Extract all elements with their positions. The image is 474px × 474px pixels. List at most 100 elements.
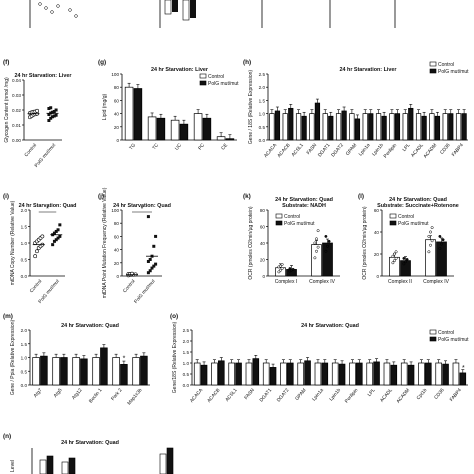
x-tick-label: DGAT1 [317, 142, 332, 158]
x-tick-label: FASN [306, 142, 319, 156]
data-point [440, 242, 443, 246]
x-tick-label: Control [23, 142, 38, 158]
x-tick-label: LPL [367, 387, 377, 398]
data-point [54, 108, 58, 112]
panel-n: (n) 24 hr Starvation: Quad Level [3, 433, 174, 474]
x-tick-label: Lpin1b [328, 387, 342, 402]
bar [262, 362, 270, 386]
bar [133, 88, 143, 141]
data-point [313, 256, 317, 260]
data-point [429, 230, 432, 234]
bar [341, 110, 347, 141]
data-point [38, 2, 42, 6]
data-point [146, 259, 150, 263]
bar [301, 115, 307, 141]
data-point [49, 116, 53, 120]
data-point [405, 258, 409, 261]
x-tick-label: Lpin1a [358, 142, 372, 157]
y-tick-label: 0.00 [12, 138, 21, 143]
x-tick-label: DGAT2 [330, 142, 345, 158]
legend-label: PolG mut/mut [398, 221, 429, 227]
y-tick-label: 80 [114, 85, 120, 90]
data-point [52, 110, 56, 113]
data-point [47, 113, 51, 116]
legend-swatch [389, 213, 397, 219]
bar [211, 362, 218, 386]
data-point [327, 239, 331, 243]
bar [322, 113, 328, 141]
chart-subtitle: Substrate: Succinate+Rotenone [377, 203, 459, 209]
data-point [316, 245, 320, 249]
data-point [146, 271, 150, 275]
y-axis-title: Gene / 18S (Relative Expression) [248, 70, 254, 145]
x-tick-label: Perilipin [344, 387, 360, 404]
x-tick-label: Atg7 [33, 387, 44, 399]
y-tick-label: 0.0 [259, 138, 266, 143]
cropped-top-strip [29, 0, 396, 28]
x-tick-label: ACACB [276, 142, 291, 159]
y-tick-label: 1.5 [21, 342, 28, 347]
bar [435, 362, 442, 386]
data-point [47, 119, 51, 122]
bar [455, 113, 462, 141]
y-tick-label: 40 [374, 230, 380, 235]
data-point [74, 14, 78, 18]
bar [193, 113, 203, 141]
bar [402, 113, 408, 141]
x-tick-label: ACSL1 [224, 387, 239, 403]
bar [179, 123, 189, 141]
y-tick-label: 2.0 [183, 339, 190, 344]
y-tick-label: 60 [260, 225, 266, 230]
y-axis-title: Lipid (mg/g) [102, 93, 108, 120]
bar [72, 357, 80, 386]
chart-title: 24 hr Starvation: Quad [61, 323, 119, 329]
y-tick-label: 0.0 [183, 383, 190, 388]
x-tick-label: Complex IV [423, 279, 450, 285]
data-point [404, 260, 407, 264]
legend-swatch [429, 68, 437, 74]
y-tick-label: 20 [114, 125, 120, 130]
bar [269, 113, 275, 141]
bar [328, 115, 334, 141]
data-point [427, 234, 431, 238]
y-tick-label: 1.0 [21, 241, 28, 246]
bar [80, 358, 88, 386]
y-tick-label: 40 [260, 241, 266, 246]
data-point [326, 244, 329, 248]
data-point [402, 256, 406, 260]
legend-label: Control [438, 330, 454, 336]
data-point [52, 231, 56, 235]
panel-k: 0 20 40 60 80 OCR (pmoles O2/min/µg protein) 2… [248, 197, 340, 285]
y-tick-label: 20 [374, 252, 380, 257]
bar [60, 357, 68, 386]
panel-label: (i) [3, 193, 9, 200]
y-tick-label: 2.0 [21, 328, 28, 333]
y-axis-title: Glycogen Content (nmol /mg) [4, 77, 10, 143]
bar [269, 367, 277, 386]
legend-label: Control [438, 62, 454, 68]
bar [52, 357, 60, 386]
x-tick-label: CD36 [439, 142, 452, 156]
y-tick-label: 1.0 [21, 356, 28, 361]
data-point [146, 215, 150, 219]
bar [132, 357, 140, 386]
y-tick-label: 0.01 [12, 123, 21, 128]
panel-o: 0.0 0.5 1.0 1.5 2.0 2.5 Gene/18S (Relative Exp… [172, 321, 468, 405]
bar [218, 360, 225, 386]
bar [193, 362, 201, 386]
data-point [58, 223, 62, 227]
y-tick-label: 80 [114, 221, 120, 226]
x-tick-label: Map1c3b [126, 387, 143, 406]
x-tick-label: FASN [243, 387, 256, 401]
x-tick-label: TC [151, 142, 160, 151]
panel-label: (h) [243, 59, 251, 66]
bar [383, 362, 391, 386]
data-point [313, 241, 317, 245]
bar [235, 362, 242, 386]
bar [225, 138, 235, 141]
x-tick-label: Control [122, 278, 137, 294]
x-tick-label: ACSL1 [290, 142, 305, 158]
data-point [430, 226, 434, 230]
x-tick-label: ACACB [206, 387, 221, 404]
